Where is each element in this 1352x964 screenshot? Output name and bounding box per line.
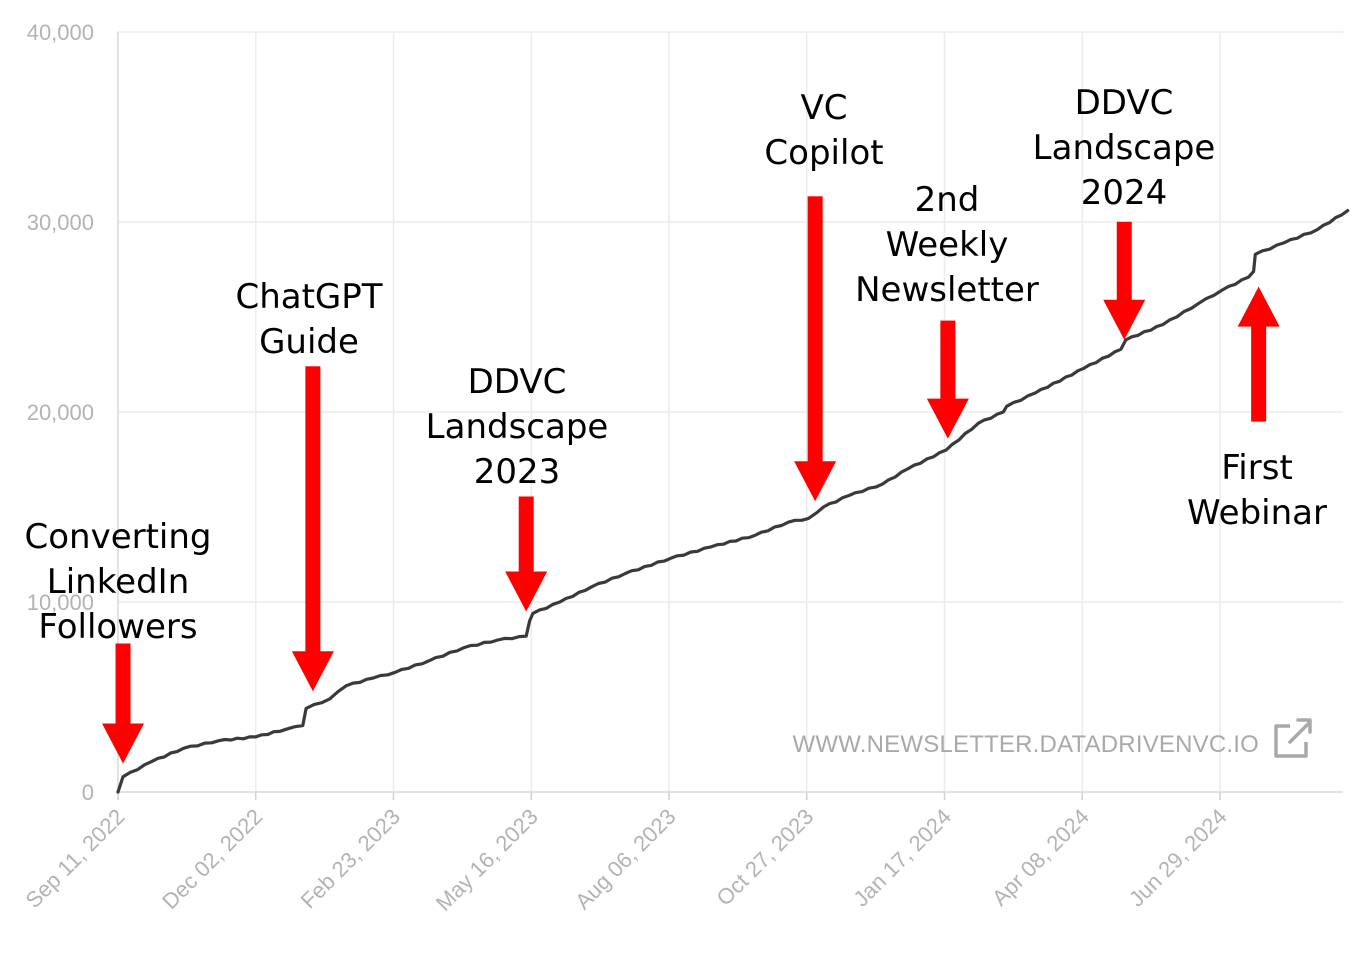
y-axis-ticks: 0 10,000 20,000 30,000 40,000 bbox=[27, 20, 94, 805]
x-tick-label: Jan 17, 2024 bbox=[848, 804, 956, 912]
y-tick-label: 40,000 bbox=[27, 20, 94, 45]
arrow-head bbox=[794, 461, 837, 502]
x-tick-label: Sep 11, 2022 bbox=[20, 804, 129, 913]
annotations: Converting LinkedIn Followers ChatGPT Guide D… bbox=[24, 83, 1327, 764]
annotation-label: Guide bbox=[259, 322, 359, 362]
arrow-head bbox=[102, 723, 145, 764]
arrow-shaft bbox=[115, 643, 131, 726]
x-tick-label: Jun 29, 2024 bbox=[1124, 804, 1232, 912]
arrow-head bbox=[926, 398, 969, 439]
x-axis-ticks: Sep 11, 2022 Dec 02, 2022 Feb 23, 2023 May … bbox=[20, 804, 1231, 916]
arrow-head bbox=[1237, 286, 1280, 327]
annotation-label: Newsletter bbox=[855, 270, 1039, 310]
annotation-label: DDVC bbox=[1075, 83, 1174, 123]
annotation-3: VC Copilot bbox=[764, 88, 884, 502]
annotation-0: Converting LinkedIn Followers bbox=[24, 517, 212, 764]
annotation-label: DDVC bbox=[468, 362, 567, 402]
annotation-6: First Webinar bbox=[1187, 286, 1327, 533]
external-link-arrow bbox=[1288, 718, 1312, 744]
x-tick-label: Dec 02, 2022 bbox=[157, 804, 267, 914]
annotation-5: DDVC Landscape 2024 bbox=[1033, 83, 1216, 340]
annotation-4: 2nd Weekly Newsletter bbox=[855, 180, 1039, 439]
annotation-1: ChatGPT Guide bbox=[235, 277, 383, 692]
y-tick-label: 0 bbox=[82, 780, 94, 805]
annotation-label: Weekly bbox=[886, 225, 1009, 265]
y-tick-label: 10,000 bbox=[27, 590, 94, 615]
annotation-label: Landscape bbox=[426, 407, 609, 447]
external-link-box bbox=[1274, 724, 1308, 758]
watermark-text: WWW.NEWSLETTER.DATADRIVENVC.IO bbox=[793, 731, 1259, 758]
annotation-label: Landscape bbox=[1033, 128, 1216, 168]
annotation-label: 2023 bbox=[474, 452, 561, 492]
arrow-shaft bbox=[305, 366, 321, 654]
arrow-head bbox=[291, 651, 334, 692]
series-line bbox=[116, 209, 1350, 794]
arrow-head bbox=[1103, 299, 1146, 340]
watermark[interactable]: WWW.NEWSLETTER.DATADRIVENVC.IO bbox=[793, 718, 1312, 758]
annotation-label: Followers bbox=[38, 607, 197, 647]
annotation-2: DDVC Landscape 2023 bbox=[426, 362, 609, 612]
x-tick-label: May 16, 2023 bbox=[431, 804, 543, 916]
external-link-icon[interactable] bbox=[1274, 718, 1312, 758]
x-tick-label: Oct 27, 2023 bbox=[712, 804, 819, 911]
annotation-label: Copilot bbox=[764, 133, 883, 173]
y-tick-label: 30,000 bbox=[27, 210, 94, 235]
x-tick-label: Feb 23, 2023 bbox=[296, 804, 405, 913]
annotation-label: First bbox=[1221, 448, 1293, 488]
annotation-label: ChatGPT bbox=[235, 277, 382, 317]
arrow-shaft bbox=[940, 320, 956, 401]
annotation-label: VC bbox=[801, 88, 848, 128]
arrow-shaft bbox=[1251, 324, 1267, 422]
annotation-label: 2nd bbox=[915, 180, 980, 220]
annotation-label: LinkedIn bbox=[47, 562, 190, 602]
annotation-label: Webinar bbox=[1187, 493, 1327, 533]
arrow-shaft bbox=[518, 496, 534, 574]
arrow-shaft bbox=[1116, 221, 1132, 302]
arrow-shaft bbox=[807, 196, 823, 464]
annotation-label: 2024 bbox=[1081, 173, 1168, 213]
grid bbox=[118, 31, 1343, 792]
annotation-label: Converting bbox=[24, 517, 211, 557]
x-tick-label: Apr 08, 2024 bbox=[987, 804, 1094, 911]
x-tick-label: Aug 06, 2023 bbox=[570, 804, 680, 914]
arrow-head bbox=[505, 571, 548, 612]
y-tick-label: 20,000 bbox=[27, 400, 94, 425]
series-layer bbox=[116, 209, 1350, 794]
